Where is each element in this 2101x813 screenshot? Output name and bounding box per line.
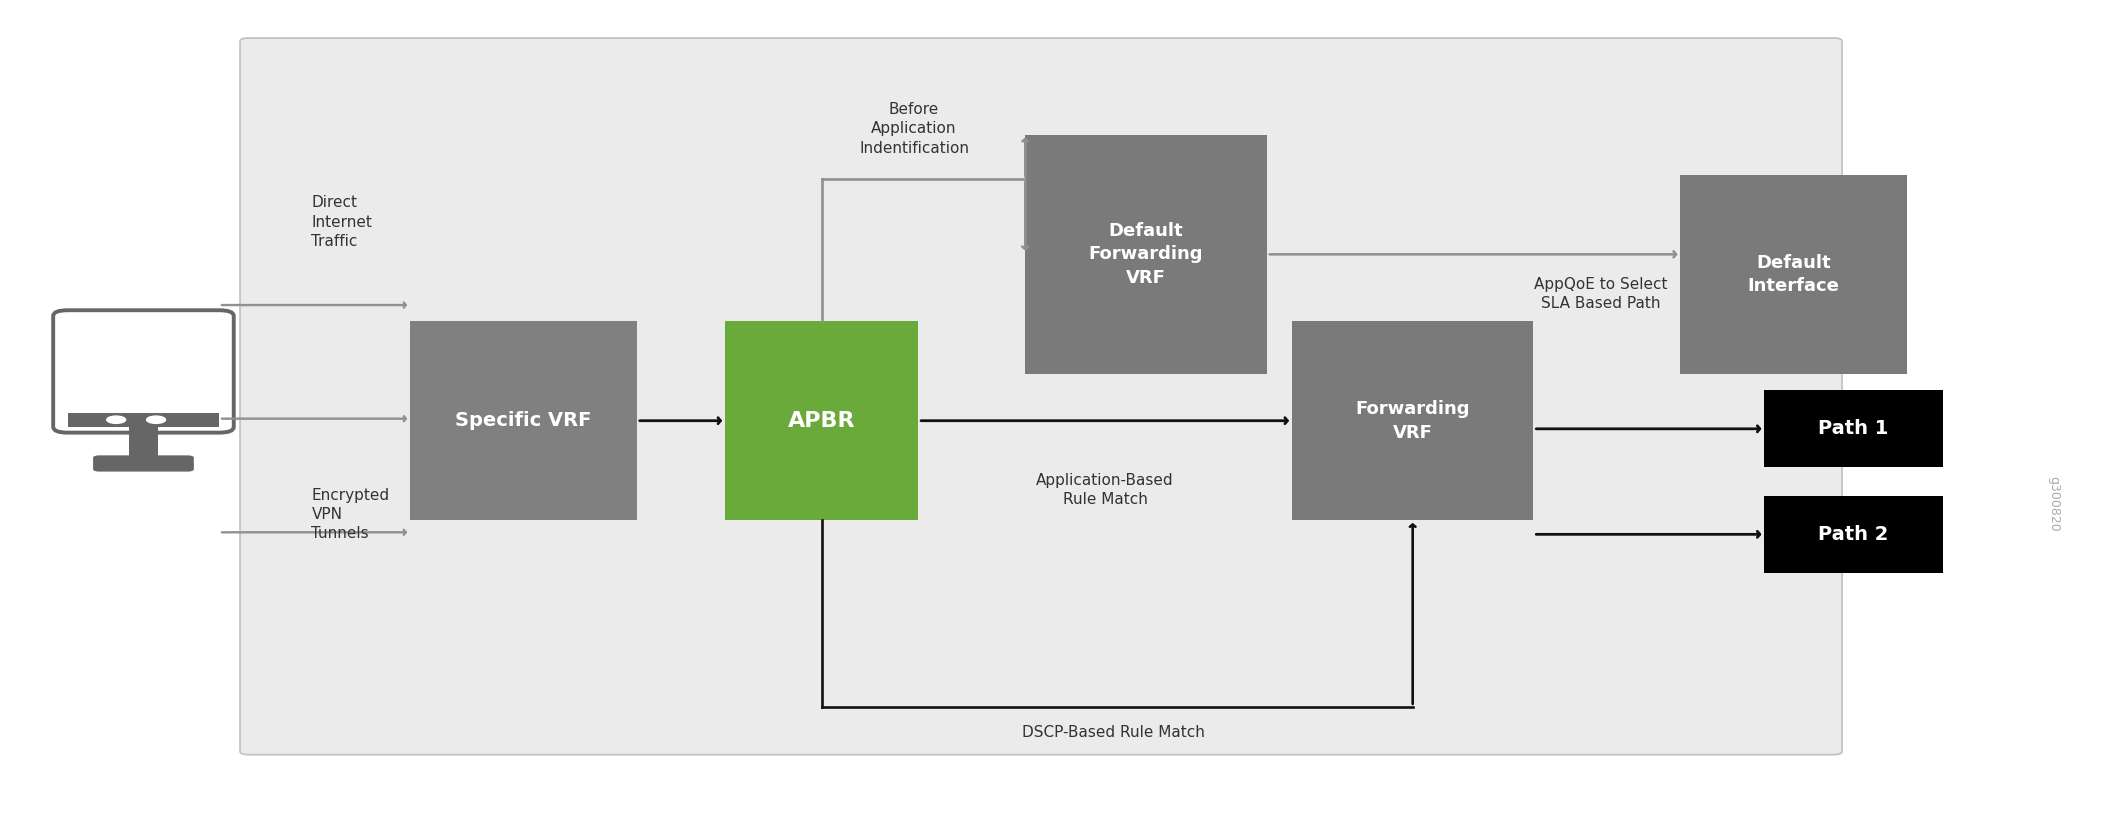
Text: g300820: g300820 bbox=[2048, 476, 2061, 532]
Bar bbox=[67, 412, 219, 427]
Text: APBR: APBR bbox=[788, 411, 855, 431]
FancyBboxPatch shape bbox=[1025, 135, 1267, 374]
FancyBboxPatch shape bbox=[410, 321, 637, 520]
FancyBboxPatch shape bbox=[92, 455, 193, 472]
FancyBboxPatch shape bbox=[240, 38, 1843, 754]
Text: Path 2: Path 2 bbox=[1817, 525, 1889, 544]
Circle shape bbox=[147, 416, 166, 424]
FancyBboxPatch shape bbox=[1765, 496, 1943, 573]
Text: Default
Interface: Default Interface bbox=[1748, 254, 1840, 295]
Text: Application-Based
Rule Match: Application-Based Rule Match bbox=[1036, 473, 1174, 507]
Text: Path 1: Path 1 bbox=[1817, 420, 1889, 438]
Text: Direct
Internet
Traffic: Direct Internet Traffic bbox=[311, 195, 372, 249]
FancyBboxPatch shape bbox=[53, 311, 233, 433]
FancyBboxPatch shape bbox=[1292, 321, 1534, 520]
Circle shape bbox=[107, 416, 126, 424]
Text: Specific VRF: Specific VRF bbox=[456, 411, 592, 430]
FancyBboxPatch shape bbox=[1765, 390, 1943, 467]
Text: Forwarding
VRF: Forwarding VRF bbox=[1355, 400, 1471, 441]
Text: DSCP-Based Rule Match: DSCP-Based Rule Match bbox=[1021, 724, 1206, 740]
Bar bbox=[128, 427, 158, 458]
Text: AppQoE to Select
SLA Based Path: AppQoE to Select SLA Based Path bbox=[1534, 276, 1668, 311]
FancyBboxPatch shape bbox=[1681, 175, 1908, 374]
FancyBboxPatch shape bbox=[725, 321, 918, 520]
Text: Encrypted
VPN
Tunnels: Encrypted VPN Tunnels bbox=[311, 488, 389, 541]
Text: Default
Forwarding
VRF: Default Forwarding VRF bbox=[1088, 222, 1204, 287]
Text: Before
Application
Indentification: Before Application Indentification bbox=[859, 102, 969, 155]
